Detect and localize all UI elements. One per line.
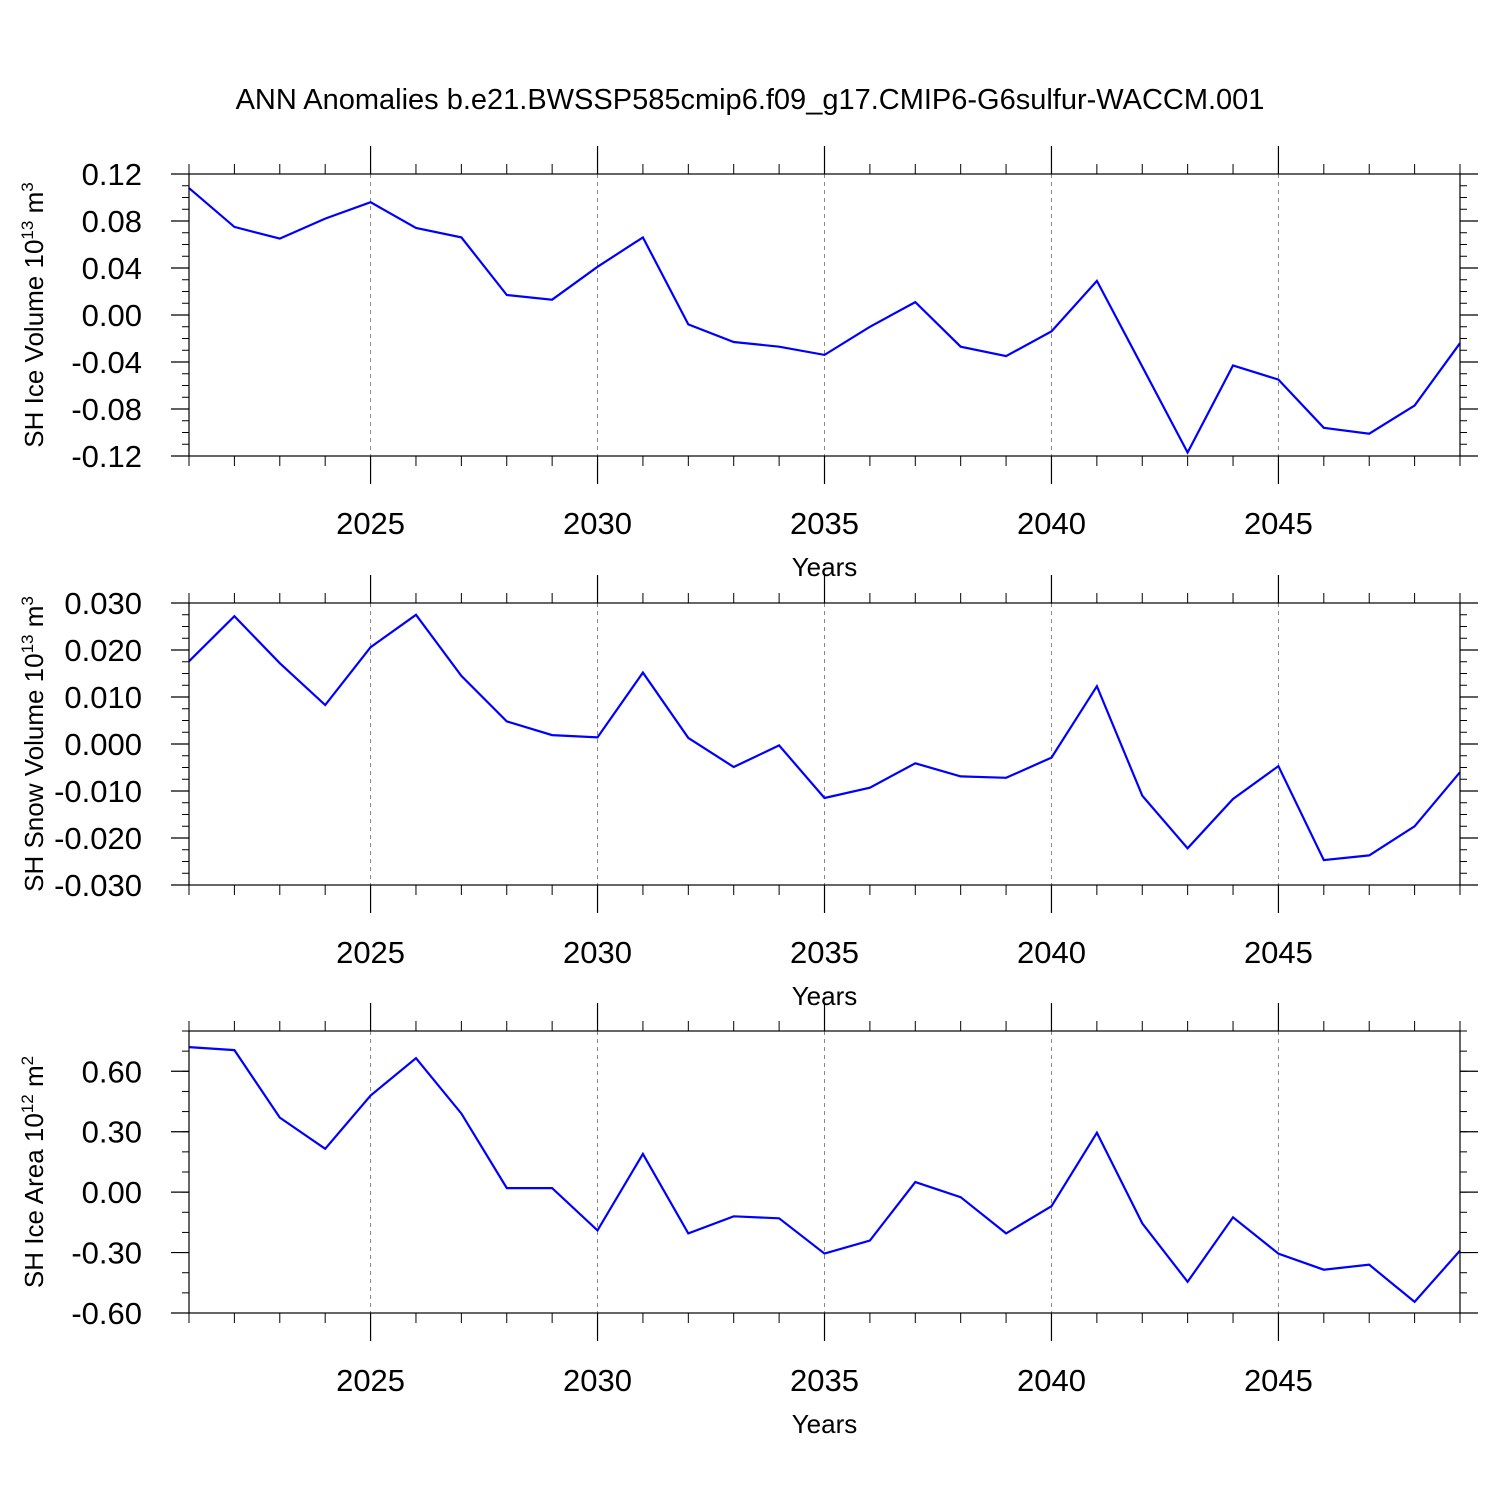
chart-title: ANN Anomalies b.e21.BWSSP585cmip6.f09_g1… [235, 84, 1265, 116]
x-tick-label: 2030 [563, 935, 632, 970]
y-tick-label: 0.12 [82, 157, 142, 192]
x-tick-label: 2045 [1244, 1363, 1313, 1398]
y-tick-label: 0.08 [82, 204, 142, 239]
y-axis-label: SH Ice Area 1012 m2 [18, 1056, 49, 1288]
x-tick-label: 2030 [563, 1363, 632, 1398]
x-tick-label: 2035 [790, 935, 859, 970]
y-tick-label: 0.020 [64, 633, 142, 668]
x-tick-label: 2040 [1017, 935, 1086, 970]
y-tick-label: -0.030 [54, 868, 142, 903]
panel-1: -0.12 -0.08 -0.04 0.00 0.04 0.08 0.12 2025 2030 2… [18, 146, 1478, 582]
y-tick-label: -0.12 [71, 439, 142, 474]
series-line [188, 187, 1461, 455]
y-axis-label: SH Ice Volume 1013 m3 [18, 182, 49, 447]
y-tick-label: -0.30 [71, 1236, 142, 1271]
x-tick-label: 2030 [563, 506, 632, 541]
panel-3: -0.60 -0.30 0.00 0.30 0.60 2025 2030 2035 2040 20… [18, 1003, 1478, 1439]
x-axis-label: Years [792, 1409, 858, 1439]
y-tick-label: 0.00 [82, 1175, 142, 1210]
x-tick-label: 2025 [336, 1363, 405, 1398]
y-tick-label: 0.030 [64, 586, 142, 621]
y-tick-label: 0.00 [82, 298, 142, 333]
panel-2: -0.030 -0.020 -0.010 0.000 0.010 0.020 0.030 20… [18, 575, 1478, 1011]
y-tick-label: 0.010 [64, 680, 142, 715]
y-tick-label: 0.000 [64, 727, 142, 762]
plot-frame [188, 602, 1461, 886]
x-tick-label: 2025 [336, 506, 405, 541]
y-tick-label: -0.60 [71, 1296, 142, 1331]
x-tick-label: 2025 [336, 935, 405, 970]
x-tick-label: 2045 [1244, 935, 1313, 970]
x-tick-label: 2040 [1017, 506, 1086, 541]
plot-frame [188, 1030, 1461, 1314]
y-tick-label: 0.60 [82, 1054, 142, 1089]
y-tick-label: -0.010 [54, 774, 142, 809]
x-tick-label: 2035 [790, 506, 859, 541]
x-tick-label: 2040 [1017, 1363, 1086, 1398]
x-tick-label: 2045 [1244, 506, 1313, 541]
y-axis-label: SH Snow Volume 1013 m3 [18, 596, 49, 892]
y-tick-label: 0.30 [82, 1115, 142, 1150]
plot-frame [188, 173, 1461, 457]
series-line [188, 613, 1461, 862]
x-tick-label: 2035 [790, 1363, 859, 1398]
series-line [188, 1046, 1461, 1304]
y-tick-label: -0.04 [71, 345, 142, 380]
y-tick-label: 0.04 [82, 251, 142, 286]
y-tick-label: -0.08 [71, 392, 142, 427]
y-tick-label: -0.020 [54, 821, 142, 856]
